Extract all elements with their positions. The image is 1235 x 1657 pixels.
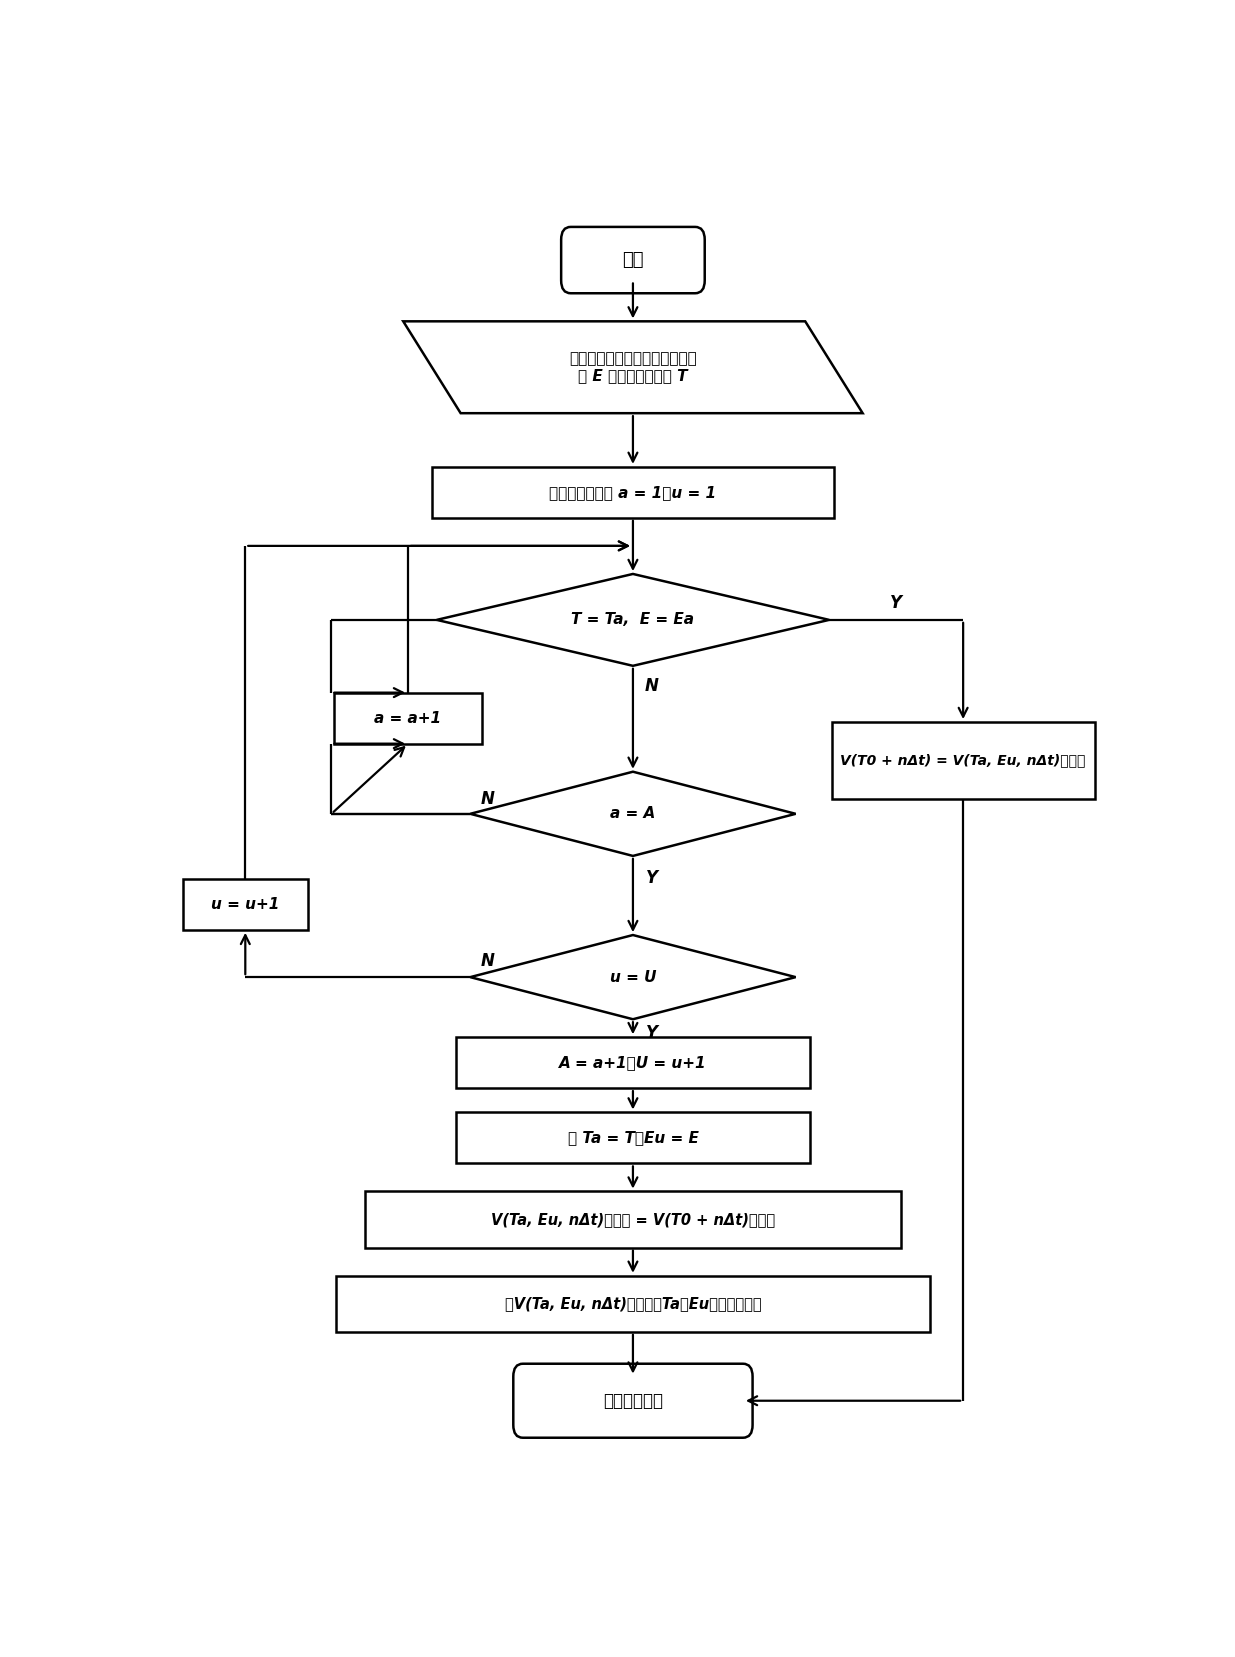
Text: Y: Y (646, 1024, 658, 1042)
FancyBboxPatch shape (561, 227, 705, 293)
Text: 检索数据库，令 a = 1，u = 1: 检索数据库，令 a = 1，u = 1 (550, 486, 716, 500)
Text: V(T0 + nΔt) = V(Ta, Eu, nΔt)修正値: V(T0 + nΔt) = V(Ta, Eu, nΔt)修正値 (841, 754, 1086, 767)
Text: a = a+1: a = a+1 (374, 711, 442, 726)
FancyBboxPatch shape (514, 1364, 752, 1438)
Text: 并入工序预测: 并入工序预测 (603, 1392, 663, 1410)
Polygon shape (437, 573, 829, 666)
Bar (366, 1191, 900, 1248)
Text: N: N (480, 789, 494, 807)
Text: 读取高炉生产计划并确定设备型
号 E 和休风时间长度 T: 读取高炉生产计划并确定设备型 号 E 和休风时间长度 T (569, 351, 697, 383)
Bar (336, 1276, 930, 1332)
Text: Y: Y (890, 595, 902, 613)
Text: N: N (645, 678, 659, 696)
Text: 将V(Ta, Eu, nΔt)修正値，Ta，Eu保存到数据库: 将V(Ta, Eu, nΔt)修正値，Ta，Eu保存到数据库 (505, 1296, 761, 1311)
Text: 令 Ta = T，Eu = E: 令 Ta = T，Eu = E (568, 1130, 698, 1145)
Polygon shape (403, 321, 862, 413)
Text: a = A: a = A (610, 807, 656, 822)
Text: u = U: u = U (610, 969, 656, 984)
Bar (183, 878, 308, 930)
Text: N: N (480, 951, 494, 969)
Text: T = Ta,  E = Ea: T = Ta, E = Ea (572, 613, 694, 628)
Text: 开始: 开始 (622, 252, 643, 268)
Polygon shape (471, 772, 795, 857)
Polygon shape (471, 935, 795, 1019)
Text: Y: Y (646, 868, 658, 886)
Bar (456, 1037, 810, 1089)
Text: u = u+1: u = u+1 (211, 896, 279, 911)
Text: V(Ta, Eu, nΔt)修正値 = V(T0 + nΔt)实际値: V(Ta, Eu, nΔt)修正値 = V(T0 + nΔt)实际値 (490, 1211, 776, 1228)
Text: A = a+1，U = u+1: A = a+1，U = u+1 (559, 1056, 706, 1070)
Bar (831, 722, 1094, 799)
Bar (456, 1112, 810, 1163)
Bar (432, 467, 834, 517)
Bar (333, 693, 482, 744)
